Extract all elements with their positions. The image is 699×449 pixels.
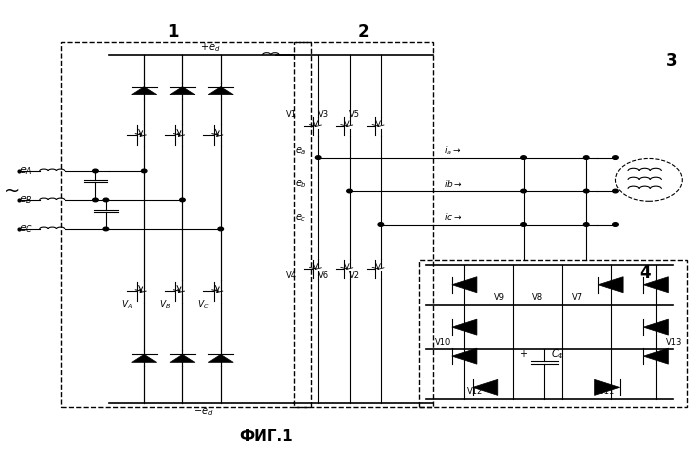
Circle shape xyxy=(584,189,589,193)
Text: $V_A$: $V_A$ xyxy=(121,298,133,311)
Text: V6: V6 xyxy=(317,271,329,280)
Circle shape xyxy=(613,156,618,159)
Text: V8: V8 xyxy=(532,293,543,302)
Polygon shape xyxy=(208,87,233,95)
Text: V11: V11 xyxy=(599,387,615,396)
Text: V12: V12 xyxy=(467,387,483,396)
Polygon shape xyxy=(643,277,668,293)
Text: 3: 3 xyxy=(666,52,678,70)
Polygon shape xyxy=(473,379,498,396)
Text: V1: V1 xyxy=(287,110,297,119)
Text: $e_a$: $e_a$ xyxy=(295,145,307,157)
Polygon shape xyxy=(131,87,157,95)
Text: V7: V7 xyxy=(572,293,584,302)
Circle shape xyxy=(141,169,147,173)
Polygon shape xyxy=(452,277,477,293)
Polygon shape xyxy=(452,348,477,364)
Polygon shape xyxy=(170,354,195,362)
Circle shape xyxy=(315,156,321,159)
Bar xyxy=(419,260,687,407)
Circle shape xyxy=(93,169,99,173)
Circle shape xyxy=(93,198,99,202)
Polygon shape xyxy=(643,348,668,364)
Text: $e_b$: $e_b$ xyxy=(295,179,307,190)
Text: $i_a \rightarrow$: $i_a \rightarrow$ xyxy=(443,144,461,157)
Text: $e_C$: $e_C$ xyxy=(19,223,33,235)
Text: V13: V13 xyxy=(666,338,683,347)
Text: 1: 1 xyxy=(168,23,179,41)
Text: $e_A$: $e_A$ xyxy=(19,165,32,177)
Circle shape xyxy=(218,227,224,231)
Text: $ic \rightarrow$: $ic \rightarrow$ xyxy=(443,211,462,222)
Text: V10: V10 xyxy=(435,338,451,347)
Text: V2: V2 xyxy=(349,271,360,280)
Text: $C_\Phi$: $C_\Phi$ xyxy=(552,348,565,361)
Text: V3: V3 xyxy=(317,110,329,119)
Circle shape xyxy=(584,156,589,159)
Polygon shape xyxy=(598,277,623,293)
Circle shape xyxy=(521,189,526,193)
Circle shape xyxy=(378,223,384,226)
Circle shape xyxy=(180,198,185,202)
Text: V4: V4 xyxy=(287,271,297,280)
Circle shape xyxy=(613,223,618,226)
Circle shape xyxy=(584,223,589,226)
Text: V5: V5 xyxy=(349,110,360,119)
Text: $V_C$: $V_C$ xyxy=(197,298,210,311)
Polygon shape xyxy=(208,354,233,362)
Text: 2: 2 xyxy=(358,23,369,41)
Text: $e_B$: $e_B$ xyxy=(19,194,33,206)
Text: +: + xyxy=(519,349,527,360)
Polygon shape xyxy=(170,87,195,95)
Circle shape xyxy=(521,156,526,159)
Text: $V_B$: $V_B$ xyxy=(159,298,171,311)
Text: $ib \rightarrow$: $ib \rightarrow$ xyxy=(443,177,463,189)
Text: $-e_d$: $-e_d$ xyxy=(193,406,214,418)
Text: ФИГ.1: ФИГ.1 xyxy=(239,429,293,444)
Circle shape xyxy=(103,227,108,231)
Text: V9: V9 xyxy=(493,293,505,302)
Polygon shape xyxy=(131,354,157,362)
Text: 4: 4 xyxy=(639,264,651,282)
Circle shape xyxy=(521,223,526,226)
Circle shape xyxy=(103,198,108,202)
Polygon shape xyxy=(452,319,477,335)
Polygon shape xyxy=(595,379,619,396)
Polygon shape xyxy=(643,319,668,335)
Text: ~: ~ xyxy=(3,181,20,201)
Bar xyxy=(294,42,433,407)
Text: $+e_d$: $+e_d$ xyxy=(200,41,221,54)
Bar xyxy=(61,42,311,407)
Circle shape xyxy=(347,189,352,193)
Text: $e_c$: $e_c$ xyxy=(295,212,307,224)
Circle shape xyxy=(613,189,618,193)
